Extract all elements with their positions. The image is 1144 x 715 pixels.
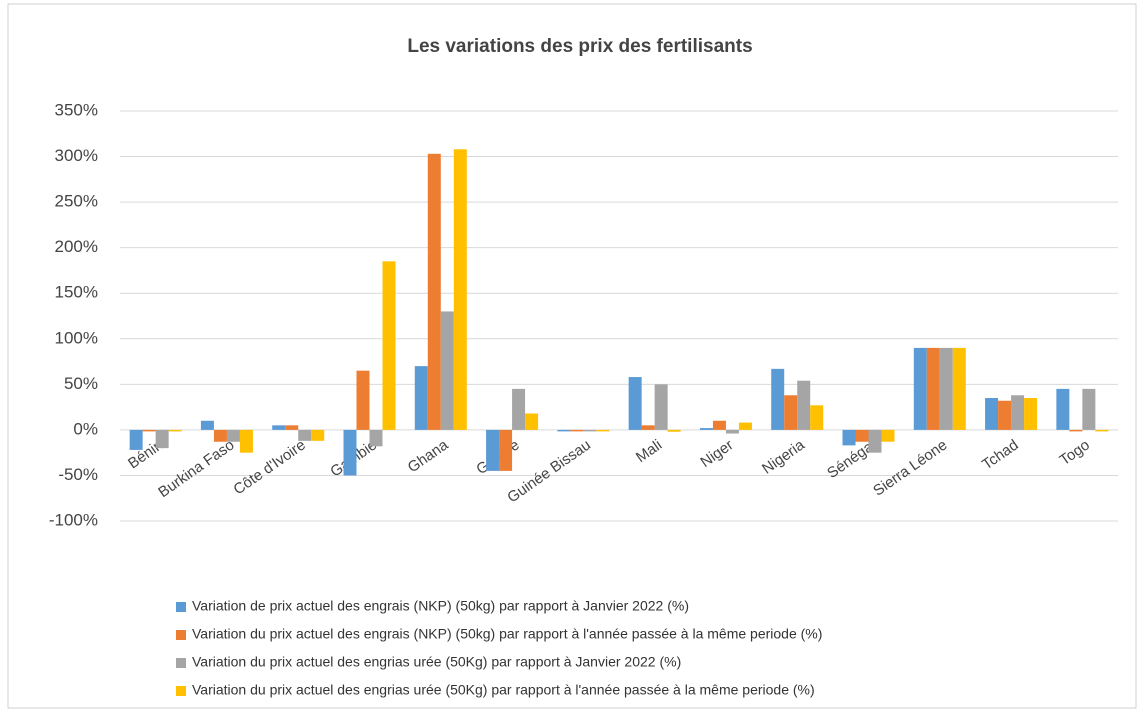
bar bbox=[200, 420, 214, 430]
bar bbox=[784, 395, 798, 430]
bar bbox=[1024, 398, 1038, 430]
bar bbox=[1095, 429, 1109, 432]
bar bbox=[369, 429, 383, 447]
bar bbox=[842, 429, 856, 446]
chart-title: Les variations des prix des fertilisants bbox=[407, 36, 752, 57]
bar bbox=[239, 429, 253, 453]
bar bbox=[583, 429, 597, 432]
y-tick-label: 100% bbox=[55, 328, 98, 347]
bar bbox=[272, 425, 286, 430]
bar bbox=[525, 413, 539, 430]
legend-label: Variation du prix actuel des engrias uré… bbox=[192, 654, 681, 670]
bar bbox=[926, 347, 940, 430]
bar bbox=[226, 429, 240, 442]
bar bbox=[570, 429, 584, 432]
y-tick-label: 50% bbox=[64, 374, 98, 393]
y-tick-label: 350% bbox=[55, 100, 98, 119]
bar bbox=[868, 429, 882, 453]
bar bbox=[725, 429, 739, 434]
bar bbox=[654, 384, 668, 430]
bar bbox=[142, 429, 156, 432]
bar bbox=[855, 429, 869, 442]
bar bbox=[771, 368, 785, 430]
bar bbox=[797, 380, 811, 430]
bar bbox=[810, 405, 824, 430]
bar bbox=[343, 429, 357, 476]
bar bbox=[213, 429, 227, 442]
bar bbox=[985, 398, 999, 430]
legend-swatch bbox=[176, 686, 186, 696]
bar bbox=[427, 153, 441, 430]
legend-label: Variation de prix actuel des engrais (NK… bbox=[192, 598, 689, 614]
legend-swatch bbox=[176, 630, 186, 640]
bar bbox=[486, 429, 500, 471]
bar bbox=[499, 429, 513, 471]
bar bbox=[414, 366, 428, 430]
y-tick-label: 250% bbox=[55, 192, 98, 211]
bar bbox=[311, 429, 325, 441]
y-tick-label: -50% bbox=[58, 465, 98, 484]
bar bbox=[881, 429, 895, 442]
bar bbox=[712, 420, 726, 430]
bar bbox=[738, 422, 752, 430]
bar bbox=[699, 428, 713, 430]
bar bbox=[298, 429, 312, 441]
bar bbox=[440, 311, 454, 430]
y-tick-label: 150% bbox=[55, 283, 98, 302]
bar bbox=[998, 400, 1012, 430]
bar bbox=[952, 347, 966, 430]
bar bbox=[1056, 388, 1070, 430]
y-tick-label: -100% bbox=[49, 510, 98, 529]
y-tick-label: 200% bbox=[55, 237, 98, 256]
bar bbox=[1082, 388, 1096, 430]
bar bbox=[1011, 395, 1025, 430]
bar bbox=[129, 429, 143, 450]
bar bbox=[168, 429, 182, 432]
legend-label: Variation du prix actuel des engrais (NK… bbox=[192, 626, 822, 642]
bar bbox=[453, 149, 467, 430]
legend-label: Variation du prix actuel des engrias uré… bbox=[192, 682, 815, 698]
bar bbox=[356, 370, 370, 430]
legend-swatch bbox=[176, 602, 186, 612]
bar bbox=[382, 261, 396, 430]
y-tick-label: 0% bbox=[73, 419, 98, 438]
y-tick-label: 300% bbox=[55, 146, 98, 165]
bar bbox=[557, 429, 571, 432]
bar bbox=[285, 425, 299, 430]
bar bbox=[1069, 429, 1083, 432]
bar bbox=[913, 347, 927, 430]
bar bbox=[596, 429, 610, 432]
bar bbox=[667, 429, 681, 432]
bar bbox=[628, 377, 642, 430]
legend-swatch bbox=[176, 658, 186, 668]
bar bbox=[939, 347, 953, 430]
bar bbox=[155, 429, 169, 449]
bar bbox=[641, 425, 655, 430]
bar bbox=[512, 388, 526, 430]
